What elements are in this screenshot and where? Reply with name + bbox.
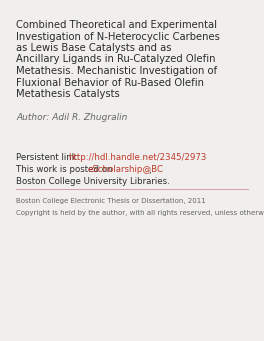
Text: as Lewis Base Catalysts and as: as Lewis Base Catalysts and as — [16, 43, 172, 53]
Text: Ancillary Ligands in Ru-Catalyzed Olefin: Ancillary Ligands in Ru-Catalyzed Olefin — [16, 55, 215, 64]
Text: ,: , — [148, 165, 151, 175]
Text: Metathesis. Mechanistic Investigation of: Metathesis. Mechanistic Investigation of — [16, 66, 217, 76]
Text: Boston College University Libraries.: Boston College University Libraries. — [16, 177, 170, 186]
Text: Boston College Electronic Thesis or Dissertation, 2011: Boston College Electronic Thesis or Diss… — [16, 197, 206, 204]
Text: Metathesis Catalysts: Metathesis Catalysts — [16, 89, 120, 99]
Text: http://hdl.handle.net/2345/2973: http://hdl.handle.net/2345/2973 — [68, 152, 206, 162]
Text: Copyright is held by the author, with all rights reserved, unless otherwise note: Copyright is held by the author, with al… — [16, 209, 264, 216]
Text: Combined Theoretical and Experimental: Combined Theoretical and Experimental — [16, 20, 217, 30]
Text: Author: Adil R. Zhugralin: Author: Adil R. Zhugralin — [16, 113, 127, 121]
Text: eScholarship@BC: eScholarship@BC — [88, 165, 164, 175]
Text: This work is posted on: This work is posted on — [16, 165, 115, 175]
Text: Investigation of N-Heterocyclic Carbenes: Investigation of N-Heterocyclic Carbenes — [16, 31, 220, 42]
Text: Persistent link:: Persistent link: — [16, 152, 82, 162]
Text: Fluxional Behavior of Ru-Based Olefin: Fluxional Behavior of Ru-Based Olefin — [16, 77, 204, 88]
